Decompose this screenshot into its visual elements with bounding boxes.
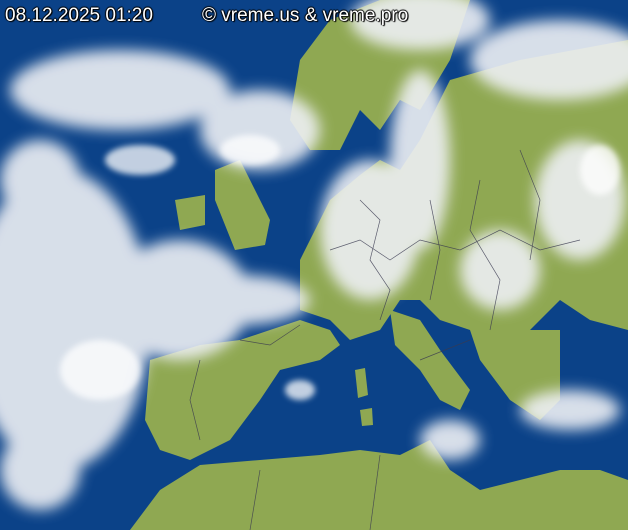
country-borders	[189, 149, 581, 530]
clouds	[0, 0, 628, 510]
timestamp: 08.12.2025 01:20	[5, 5, 153, 26]
copyright-notice: © vreme.us & vreme.pro	[202, 5, 409, 26]
